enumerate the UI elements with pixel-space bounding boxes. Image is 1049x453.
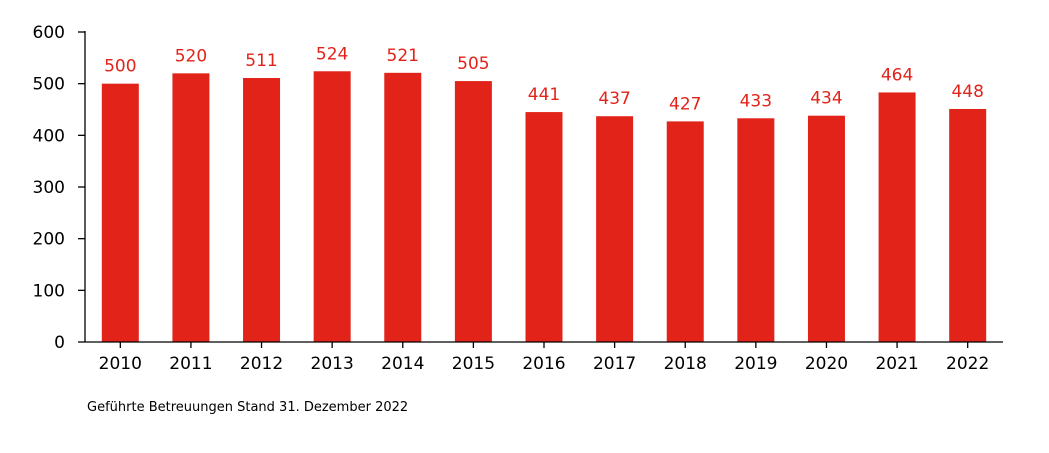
x-axis: 2010 2011 2012 2013 2014 2015 2016 2017 2018 2019…: [85, 341, 1003, 374]
x-tick-label-2014: 2014: [381, 354, 424, 374]
x-tick-label-2016: 2016: [522, 354, 565, 374]
bar-2013: [313, 71, 351, 343]
x-tick-label-2015: 2015: [452, 354, 495, 374]
bar-2011: [172, 73, 210, 342]
data-label-2017: 437: [598, 89, 630, 109]
data-label-2010: 500: [104, 57, 136, 77]
y-tick-label: 400: [33, 126, 65, 146]
bar-2012: [243, 77, 281, 342]
bar-2010: [101, 83, 139, 343]
y-axis: 0 100 200 300 400 500 600: [33, 23, 86, 353]
data-label-2022: 448: [951, 82, 983, 102]
data-label-2014: 521: [387, 46, 419, 66]
x-tick-label-2021: 2021: [875, 354, 918, 374]
x-tick-label-2020: 2020: [805, 354, 848, 374]
data-label-2021: 464: [881, 65, 913, 85]
x-tick-label-2019: 2019: [734, 354, 777, 374]
x-tick-label-2017: 2017: [593, 354, 636, 374]
x-tick-label-2011: 2011: [169, 354, 212, 374]
y-tick-label: 100: [33, 281, 65, 301]
bar-2022: [949, 108, 987, 342]
data-label-2015: 505: [457, 54, 489, 74]
x-tick-label-2010: 2010: [99, 354, 142, 374]
y-tick-label: 500: [33, 75, 65, 95]
bars: [101, 71, 987, 343]
bar-2015: [454, 81, 492, 342]
x-tick-label-2018: 2018: [664, 354, 707, 374]
data-label-2020: 434: [810, 89, 842, 109]
data-label-2013: 524: [316, 44, 348, 64]
bar-2020: [807, 115, 845, 342]
bar-2014: [384, 72, 422, 343]
x-tick-label-2012: 2012: [240, 354, 283, 374]
y-tick-label: 600: [33, 23, 65, 43]
bar-2016: [525, 112, 563, 342]
bar-2021: [878, 92, 916, 342]
data-label-2011: 520: [175, 46, 207, 66]
bar-2019: [737, 118, 775, 343]
y-tick-label: 200: [33, 230, 65, 250]
data-label-2012: 511: [245, 51, 277, 71]
bar-2017: [596, 116, 634, 342]
y-tick-label: 0: [54, 333, 65, 353]
x-tick-label-2022: 2022: [946, 354, 989, 374]
y-tick-label: 300: [33, 178, 65, 198]
bar-2018: [666, 121, 704, 342]
data-labels: 500 520 511 524 521 505 441 437 427 433 434 464 448: [104, 44, 984, 114]
data-label-2019: 433: [740, 91, 772, 111]
data-label-2018: 427: [669, 94, 701, 114]
chart-caption: Geführte Betreuungen Stand 31. Dezember …: [87, 400, 409, 415]
x-tick-label-2013: 2013: [311, 354, 354, 374]
data-label-2016: 441: [528, 85, 560, 105]
